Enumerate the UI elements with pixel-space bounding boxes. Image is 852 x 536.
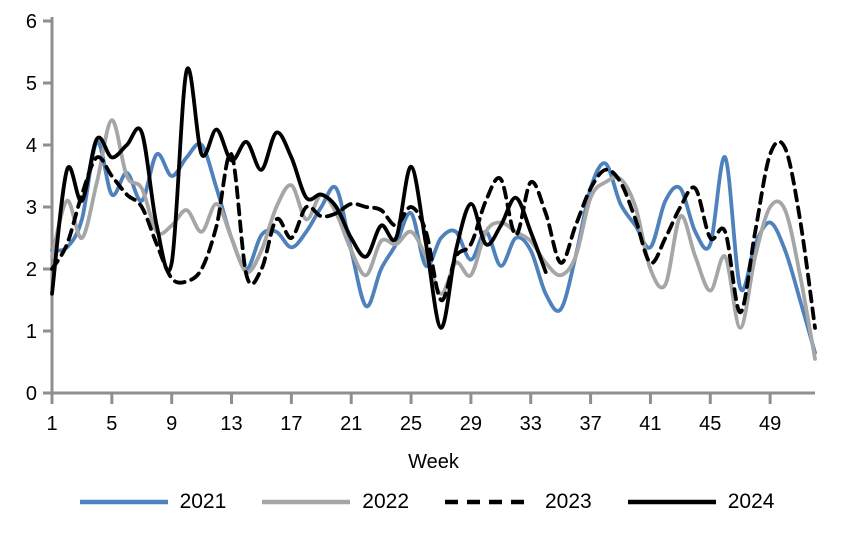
x-tick-label: 37 bbox=[579, 413, 601, 435]
legend-swatch-2022 bbox=[262, 499, 351, 505]
y-tick-label: 0 bbox=[26, 383, 37, 405]
legend-label: 2024 bbox=[727, 490, 775, 513]
x-tick-label: 33 bbox=[520, 413, 542, 435]
x-tick-label: 17 bbox=[280, 413, 302, 435]
y-tick-label: 6 bbox=[26, 11, 37, 33]
legend-label: 2022 bbox=[362, 490, 409, 513]
x-tick-label: 29 bbox=[460, 413, 482, 435]
chart-legend: 2021 2022 2023 2024 bbox=[0, 490, 852, 514]
series-line-2024 bbox=[50, 66, 548, 330]
legend-swatch-2024 bbox=[627, 499, 716, 505]
legend-swatch-2021 bbox=[79, 499, 168, 505]
x-tick-label: 25 bbox=[400, 413, 422, 435]
legend-item-2023: 2023 bbox=[443, 490, 592, 514]
series-line-2021 bbox=[50, 139, 817, 355]
legend-label: 2021 bbox=[179, 490, 227, 513]
x-tick-label: 21 bbox=[340, 413, 362, 435]
x-tick-label: 5 bbox=[106, 413, 117, 435]
series-line-2023 bbox=[50, 139, 817, 330]
legend-item-2022: 2022 bbox=[260, 490, 409, 514]
x-axis-title: Week bbox=[408, 451, 459, 473]
legend-swatch-2023 bbox=[445, 499, 533, 505]
x-tick-label: 13 bbox=[220, 413, 242, 435]
y-tick-label: 1 bbox=[26, 321, 37, 343]
x-tick-label: 41 bbox=[639, 413, 661, 435]
x-tick-label: 45 bbox=[699, 413, 721, 435]
y-tick-label: 2 bbox=[26, 259, 37, 281]
y-tick-label: 3 bbox=[26, 197, 37, 219]
x-tick-label: 49 bbox=[759, 413, 781, 435]
y-tick-label: 4 bbox=[26, 135, 37, 157]
x-tick-label: 1 bbox=[46, 413, 57, 435]
x-tick-label: 9 bbox=[166, 413, 177, 435]
legend-item-2024: 2024 bbox=[626, 490, 775, 514]
y-tick-label: 5 bbox=[26, 73, 37, 95]
legend-item-2021: 2021 bbox=[78, 490, 227, 514]
legend-label: 2023 bbox=[545, 490, 592, 513]
